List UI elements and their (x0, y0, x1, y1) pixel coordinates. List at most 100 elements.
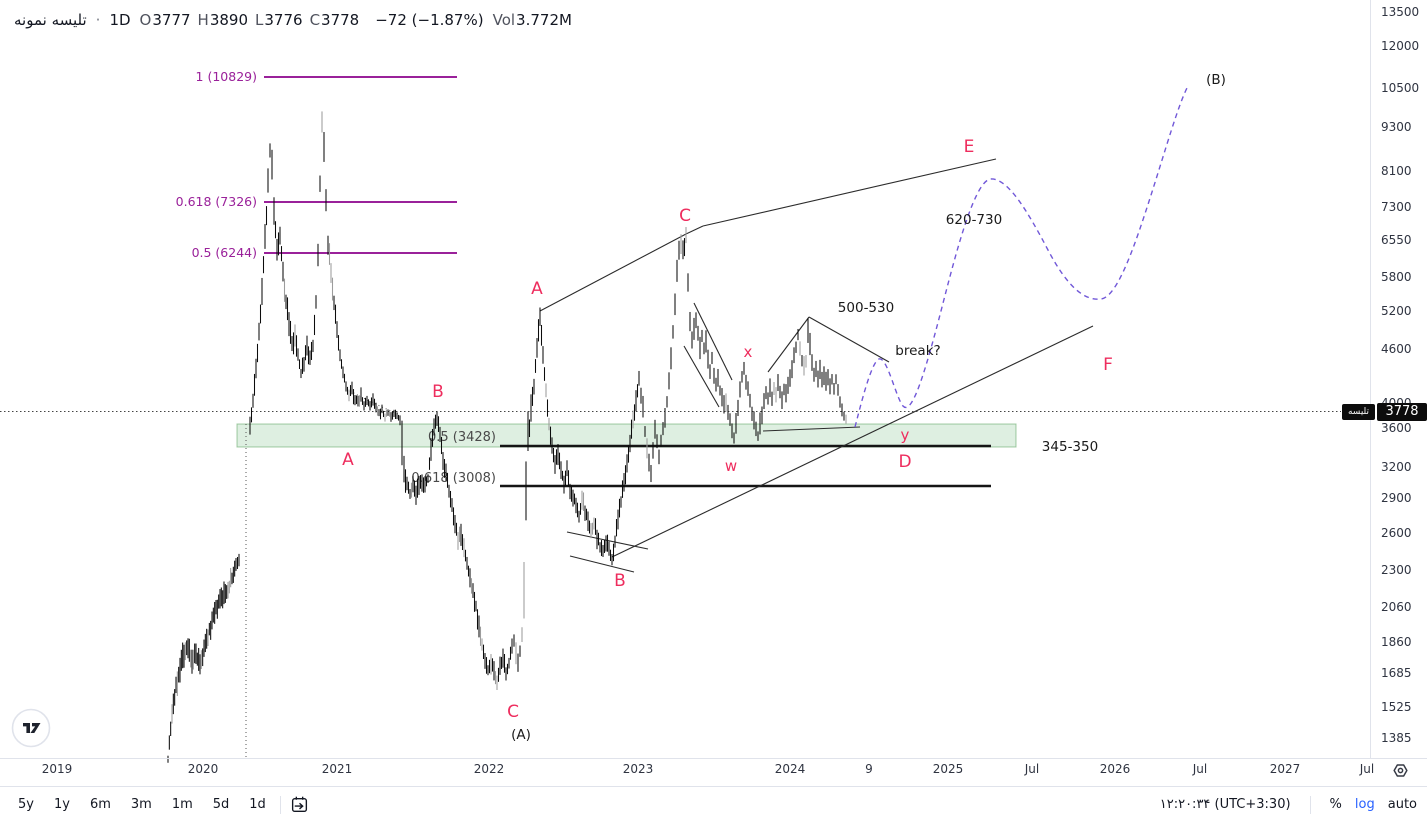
time-tick-2019-0: 2019 (41, 762, 73, 776)
time-tick-Jul-8: Jul (1024, 762, 1040, 776)
ohlc-key-C: C (309, 11, 321, 29)
wave-label-B-1: B (432, 382, 444, 402)
level-label-3008: 0.618 (3008) (411, 471, 496, 486)
fib-label-10829: 1 (10829) (196, 69, 257, 84)
wave-label-A-3: A (531, 279, 543, 299)
trendline-5 (569, 555, 635, 573)
ohlc-key-O: O (139, 11, 152, 29)
level-label-3428: 0.5 (3428) (428, 430, 496, 445)
change-value: −72 (−1.87%) (375, 11, 484, 29)
time-tick-2023-4: 2023 (622, 762, 654, 776)
time-tick-Jul-10: Jul (1192, 762, 1208, 776)
annotation-3: 500-530 (838, 300, 894, 316)
wave-label-B-4: B (614, 571, 626, 591)
trendline-7 (683, 345, 720, 408)
fib-label-7326: 0.618 (7326) (176, 194, 257, 209)
toolbar-divider-right (1309, 795, 1311, 814)
ohlc-value-L: 3776 (264, 11, 303, 29)
price-tick-1385: 1385 (1381, 731, 1412, 745)
annotation-5: 345-350 (1042, 439, 1098, 455)
time-axis-border (0, 758, 1427, 759)
support-zone (236, 423, 1017, 448)
gear-icon (1393, 764, 1408, 777)
annotation-2: 620-730 (946, 212, 1002, 228)
price-tick-3600: 3600 (1381, 421, 1412, 435)
trendline-1 (685, 225, 704, 235)
wave-label-D-6: D (898, 452, 911, 472)
time-tick-2025-7: 2025 (932, 762, 964, 776)
ohlc-value-O: 3777 (152, 11, 191, 29)
range-button-5y[interactable]: 5y (18, 797, 34, 812)
price-tick-8100: 8100 (1381, 164, 1412, 178)
price-tick-10500: 10500 (1381, 81, 1420, 95)
symbol-name[interactable]: تلیسه نمونه (14, 11, 87, 29)
range-button-5d[interactable]: 5d (212, 797, 230, 812)
tradingview-logo[interactable] (11, 708, 51, 752)
volume-value: Vol3.772M (492, 11, 572, 29)
price-axis-border (1370, 0, 1371, 758)
time-axis-settings-button[interactable] (1391, 761, 1410, 784)
auto-scale-button[interactable]: auto (1387, 797, 1417, 812)
go-to-date-button[interactable] (287, 793, 313, 817)
ohlc-values: O3777 H3890 L3776 C3778 (140, 11, 367, 29)
range-button-1y[interactable]: 1y (53, 797, 70, 812)
wave-label-w-9: w (725, 457, 737, 475)
range-button-1d[interactable]: 1d (249, 797, 266, 812)
price-tick-2300: 2300 (1381, 563, 1412, 577)
price-tick-2060: 2060 (1381, 600, 1412, 614)
trendline-10 (762, 426, 861, 432)
annotation-4: break? (895, 343, 940, 359)
range-button-6m[interactable]: 6m (89, 797, 111, 812)
toolbar-divider (279, 795, 281, 814)
clock-timezone[interactable]: ۱۲:۲۰:۳۴ (UTC+3:30) (1159, 797, 1291, 812)
range-button-1m[interactable]: 1m (171, 797, 193, 812)
wave-label-C-2: C (507, 702, 519, 722)
price-tick-1685: 1685 (1381, 666, 1412, 680)
annotation-0: (A) (511, 727, 531, 743)
price-tick-12000: 12000 (1381, 39, 1420, 53)
ohlc-key-L: L (255, 11, 264, 29)
toolbar-right: ۱۲:۲۰:۳۴ (UTC+3:30) % log auto (1159, 795, 1417, 814)
price-tick-13500: 13500 (1381, 5, 1420, 19)
time-tick-2027-11: 2027 (1269, 762, 1301, 776)
symbol-header: تلیسه نمونه · 1D O3777 H3890 L3776 C3778 −7… (14, 11, 579, 29)
projection-path (854, 87, 1188, 428)
range-buttons: 5y 1y 6m 3m 1m 5d 1d (0, 794, 274, 815)
ohlc-key-H: H (197, 11, 209, 29)
time-tick-2021-2: 2021 (321, 762, 353, 776)
time-tick-2026-9: 2026 (1099, 762, 1131, 776)
trendline-6 (693, 302, 733, 381)
calendar-icon (292, 796, 308, 813)
price-tick-1525: 1525 (1381, 700, 1412, 714)
price-tick-6550: 6550 (1381, 233, 1412, 247)
ohlc-value-H: 3890 (209, 11, 249, 29)
price-tick-2900: 2900 (1381, 491, 1412, 505)
trendline-0 (539, 233, 687, 312)
fib-label-6244: 0.5 (6244) (192, 245, 257, 260)
wave-label-F-8: F (1103, 355, 1113, 375)
price-tick-4600: 4600 (1381, 342, 1412, 356)
log-scale-button[interactable]: log (1354, 797, 1375, 812)
price-tick-9300: 9300 (1381, 120, 1412, 134)
trendline-3 (611, 325, 1094, 558)
trendline-8 (767, 316, 810, 373)
wave-label-A-0: A (342, 450, 354, 470)
interval-label[interactable]: 1D (109, 11, 131, 29)
header-separator: · (95, 11, 101, 29)
price-tick-1860: 1860 (1381, 635, 1412, 649)
percent-scale-button[interactable]: % (1329, 797, 1342, 812)
range-button-3m[interactable]: 3m (130, 797, 152, 812)
price-tick-5200: 5200 (1381, 304, 1412, 318)
last-price-badge: 3778 (1377, 403, 1427, 421)
bottom-toolbar: 5y 1y 6m 3m 1m 5d 1d ۱۲:۲۰:۳۴ (UTC+3:30) % log… (0, 787, 1427, 822)
wave-label-y-11: y (901, 426, 910, 444)
time-tick-Jul-12: Jul (1359, 762, 1375, 776)
trendline-9 (808, 316, 890, 363)
time-tick-2022-3: 2022 (473, 762, 505, 776)
ohlc-value-C: 3778 (321, 11, 360, 29)
tradingview-logo-icon (11, 708, 51, 748)
wave-label-x-10: x (744, 343, 753, 361)
time-tick-9-6: 9 (865, 762, 873, 776)
price-tick-5800: 5800 (1381, 270, 1412, 284)
